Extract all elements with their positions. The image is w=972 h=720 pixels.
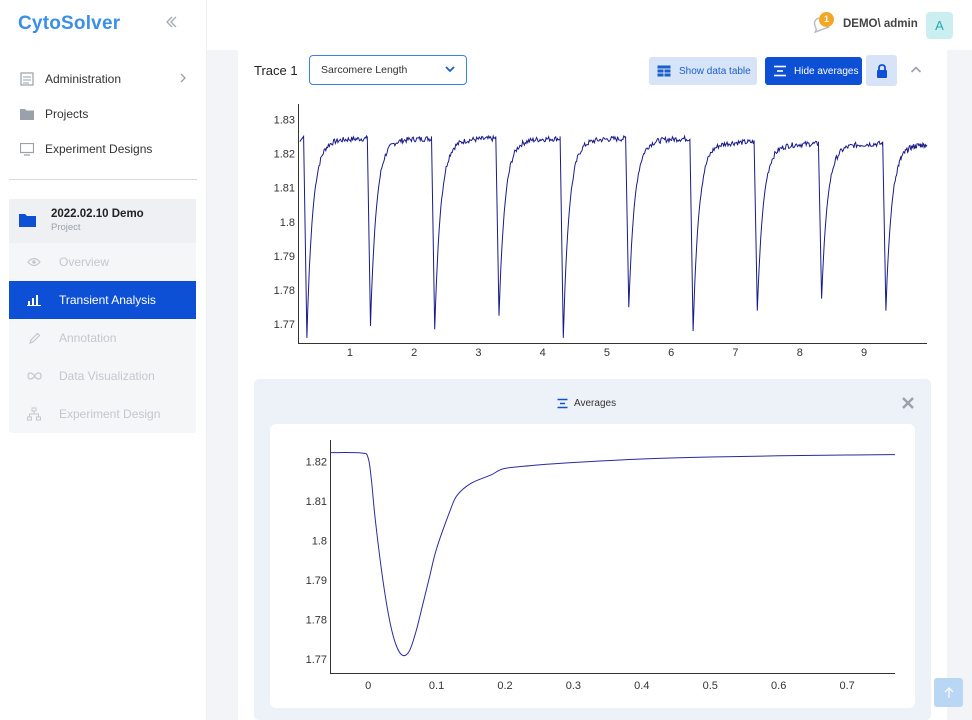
lock-button[interactable] xyxy=(866,55,897,86)
lock-icon xyxy=(876,63,888,78)
trace-y-tick-label: 1.79 xyxy=(274,251,295,263)
sitemap-icon xyxy=(9,407,59,421)
trace-x-tick-label: 1 xyxy=(347,347,353,359)
project-menu: 2022.02.10 Demo Project Overview Transie… xyxy=(9,199,196,433)
show-data-table-label: Show data table xyxy=(679,65,751,77)
folder-icon xyxy=(9,108,45,120)
table-icon xyxy=(657,65,671,77)
avatar[interactable]: A xyxy=(926,12,953,39)
chevron-up-icon xyxy=(910,64,922,76)
sidebar-item-administration[interactable]: Administration xyxy=(9,62,197,96)
trace-y-tick-label: 1.81 xyxy=(274,183,295,195)
averages-header: Averages xyxy=(557,398,616,409)
align-center-icon xyxy=(557,398,568,409)
average-series-line xyxy=(330,452,896,657)
trace-x-tick-label: 4 xyxy=(540,347,546,359)
averages-x-tick-label: 0.5 xyxy=(703,680,718,692)
averages-x-tick-label: 0.2 xyxy=(497,680,512,692)
show-data-table-button[interactable]: Show data table xyxy=(649,57,757,85)
averages-y-tick-label: 1.77 xyxy=(306,654,327,666)
averages-axes xyxy=(330,440,895,674)
trace-y-tick-label: 1.8 xyxy=(280,217,295,229)
align-center-icon xyxy=(773,65,787,77)
project-header[interactable]: 2022.02.10 Demo Project xyxy=(9,199,196,243)
collapse-sidebar-icon[interactable] xyxy=(163,14,181,34)
arrow-up-icon xyxy=(944,686,954,699)
sidebar-item-label: Experiment Design xyxy=(59,407,161,421)
monitor-icon xyxy=(9,142,45,156)
sidebar-item-label: Experiment Designs xyxy=(45,142,153,156)
averages-y-tick-label: 1.8 xyxy=(312,536,327,548)
hide-averages-button[interactable]: Hide averages xyxy=(765,57,862,85)
trace-y-tick-label: 1.78 xyxy=(274,285,295,297)
sidebar-item-label: Administration xyxy=(45,72,122,86)
notification-badge: 1 xyxy=(819,12,834,27)
trace-series-line xyxy=(299,134,928,338)
trace-y-tick-label: 1.77 xyxy=(274,319,295,331)
trace-label: Trace 1 xyxy=(254,63,298,78)
infinity-icon xyxy=(9,372,59,380)
averages-y-tick-label: 1.81 xyxy=(306,496,327,508)
hide-averages-label: Hide averages xyxy=(794,65,859,77)
sidebar: CytoSolver Administration Projects Exper… xyxy=(0,0,207,720)
averages-y-tick-label: 1.78 xyxy=(306,615,327,627)
trace-chart: 1.77 1.78 1.79 1.8 1.81 1.82 1.83 1 2 3 4 5 6 7 8 9 xyxy=(274,104,928,359)
close-icon[interactable] xyxy=(899,394,917,412)
averages-x-tick-label: 0.7 xyxy=(839,680,854,692)
averages-title: Averages xyxy=(574,398,617,409)
trace-y-tick-label: 1.82 xyxy=(274,149,295,161)
averages-chart: 1.77 1.78 1.79 1.8 1.81 1.82 0 0.1 0.2 0.3 0.4 0.5… xyxy=(306,440,896,692)
trace-x-tick-label: 6 xyxy=(668,347,674,359)
sidebar-item-label: Annotation xyxy=(59,331,117,345)
project-title: 2022.02.10 Demo xyxy=(51,208,144,220)
sidebar-item-label: Data Visualization xyxy=(59,369,155,383)
sidebar-item-transient-analysis[interactable]: Transient Analysis xyxy=(9,281,196,319)
sidebar-item-label: Overview xyxy=(59,255,110,269)
sidebar-item-annotation[interactable]: Annotation xyxy=(9,319,196,357)
scroll-to-top-button[interactable] xyxy=(934,678,963,707)
averages-x-tick-label: 0.3 xyxy=(566,680,581,692)
pencil-icon xyxy=(9,332,59,345)
admin-icon xyxy=(9,72,45,86)
top-bar xyxy=(207,0,972,50)
sidebar-item-data-visualization[interactable]: Data Visualization xyxy=(9,357,196,395)
user-name[interactable]: DEMO\ admin xyxy=(843,18,918,30)
sidebar-divider xyxy=(9,179,197,180)
trace-signal-select[interactable]: Sarcomere Length xyxy=(309,55,467,85)
collapse-trace-button[interactable] xyxy=(903,57,929,83)
chevron-down-icon xyxy=(444,63,456,78)
averages-y-tick-label: 1.79 xyxy=(306,575,327,587)
trace-x-tick-label: 5 xyxy=(604,347,610,359)
sidebar-item-label: Projects xyxy=(45,107,89,121)
trace-x-tick-label: 8 xyxy=(797,347,803,359)
sidebar-item-experiment-designs[interactable]: Experiment Designs xyxy=(9,132,197,166)
averages-x-tick-label: 0 xyxy=(365,680,371,692)
sidebar-item-overview[interactable]: Overview xyxy=(9,243,196,281)
brand-logo[interactable]: CytoSolver xyxy=(18,13,121,34)
bar-chart-icon xyxy=(9,294,59,306)
sidebar-item-experiment-design[interactable]: Experiment Design xyxy=(9,395,196,433)
trace-axes xyxy=(298,104,927,344)
averages-x-tick-label: 0.1 xyxy=(429,680,444,692)
project-subtitle: Project xyxy=(51,222,81,233)
select-value: Sarcomere Length xyxy=(321,64,408,76)
trace-x-tick-label: 3 xyxy=(475,347,481,359)
averages-x-tick-label: 0.4 xyxy=(634,680,649,692)
eye-icon xyxy=(9,257,59,267)
chevron-right-icon xyxy=(179,72,187,86)
sidebar-item-label: Transient Analysis xyxy=(59,293,156,307)
trace-x-tick-label: 9 xyxy=(861,347,867,359)
averages-y-tick-label: 1.82 xyxy=(306,457,327,469)
averages-card xyxy=(270,424,915,708)
sidebar-item-projects[interactable]: Projects xyxy=(9,97,197,131)
folder-icon xyxy=(19,213,36,232)
trace-x-tick-label: 7 xyxy=(732,347,738,359)
trace-y-tick-label: 1.83 xyxy=(274,114,295,126)
averages-x-tick-label: 0.6 xyxy=(771,680,786,692)
trace-x-tick-label: 2 xyxy=(411,347,417,359)
